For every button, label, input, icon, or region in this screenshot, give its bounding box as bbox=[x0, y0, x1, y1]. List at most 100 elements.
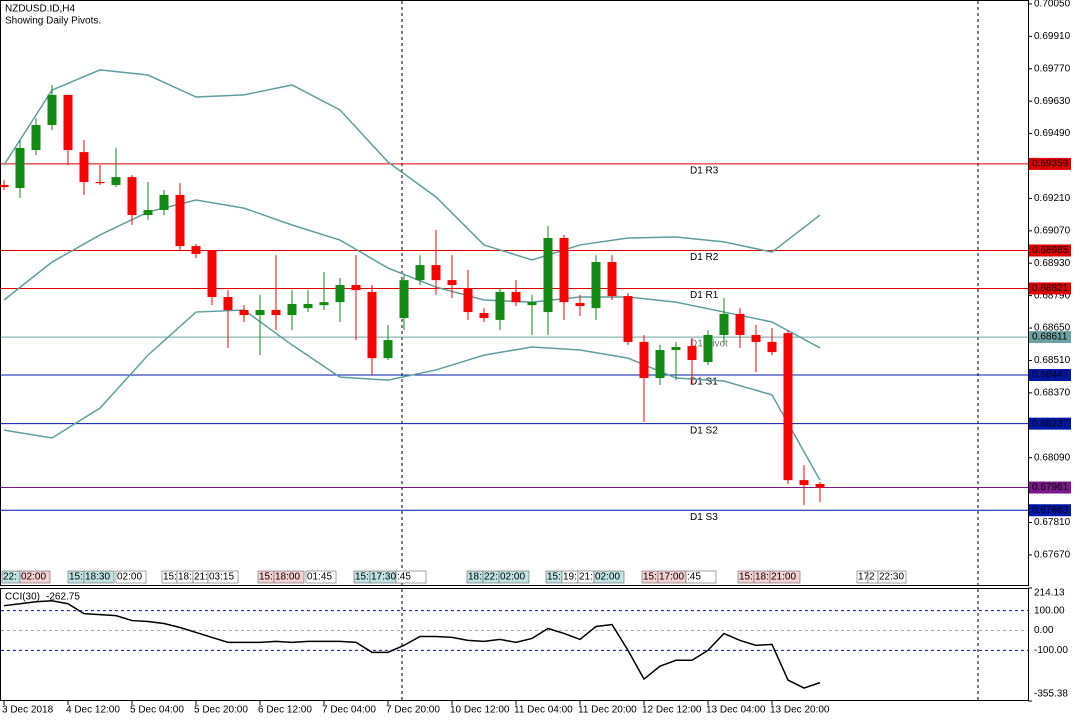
time-marker: 21: bbox=[579, 572, 593, 583]
candle-body bbox=[191, 246, 201, 254]
x-tick-label: 13 Dec 04:00 bbox=[706, 705, 766, 716]
candle-body bbox=[111, 177, 121, 185]
time-marker-box bbox=[498, 570, 530, 584]
candle-body bbox=[143, 209, 153, 216]
price-box-label: 0.68985 bbox=[1032, 245, 1069, 256]
time-marker: 01:45 bbox=[307, 572, 332, 583]
time-marker: 02:00 bbox=[117, 572, 142, 583]
y-tick-label: 0.69910 bbox=[1034, 31, 1071, 42]
price-box-label: 0.68611 bbox=[1032, 332, 1068, 343]
x-tick-label: 3 Dec 2018 bbox=[2, 705, 54, 716]
price-box bbox=[1029, 369, 1071, 382]
pivot-label: D1 S2 bbox=[690, 425, 718, 436]
candle-body bbox=[399, 280, 409, 319]
pivot-label: D1 S3 bbox=[690, 512, 718, 523]
time-marker: 21:00 bbox=[771, 572, 796, 583]
chart-title: NZDUSD.ID,H4 bbox=[5, 4, 75, 15]
candle-body bbox=[255, 309, 265, 316]
time-marker: 18:00 bbox=[275, 572, 300, 583]
time-marker: 17:00 bbox=[659, 572, 684, 583]
candle-body bbox=[687, 346, 697, 360]
bollinger-band bbox=[3, 199, 821, 349]
candle-body bbox=[767, 341, 777, 353]
cci-title: CCI(30) bbox=[5, 592, 40, 603]
candle-body bbox=[479, 312, 489, 319]
y-tick-label: 0.69210 bbox=[1034, 193, 1071, 204]
x-tick-label: 7 Dec 04:00 bbox=[322, 705, 376, 716]
time-marker-box bbox=[207, 570, 239, 584]
candle-body bbox=[239, 309, 249, 316]
candle-body bbox=[159, 194, 169, 210]
x-tick-label: 12 Dec 12:00 bbox=[642, 705, 702, 716]
time-marker: 18: bbox=[468, 572, 482, 583]
x-tick-label: 4 Dec 12:00 bbox=[66, 705, 120, 716]
time-marker: 2 bbox=[869, 572, 875, 583]
candle-body bbox=[575, 303, 585, 307]
time-marker: :45 bbox=[397, 572, 411, 583]
price-box-label: 0.67863 bbox=[1032, 505, 1069, 516]
price-box bbox=[1029, 481, 1071, 494]
candle-body bbox=[815, 484, 825, 488]
pivot-label: D1 R3 bbox=[690, 166, 719, 177]
time-marker: 15: bbox=[355, 572, 369, 583]
candle-body bbox=[751, 334, 761, 342]
time-marker: :45 bbox=[687, 572, 701, 583]
price-box bbox=[1029, 282, 1071, 295]
pivot-label: D1 R2 bbox=[690, 252, 719, 263]
time-marker: 18: bbox=[755, 572, 769, 583]
time-marker-box bbox=[877, 570, 907, 584]
price-box-label: 0.68237 bbox=[1032, 418, 1069, 429]
candle-body bbox=[495, 291, 505, 320]
y-tick-label: -355.38 bbox=[1034, 689, 1068, 700]
time-marker-box bbox=[19, 570, 51, 584]
candle-body bbox=[511, 291, 521, 303]
candle-body bbox=[79, 152, 89, 182]
x-tick-label: 10 Dec 12:00 bbox=[450, 705, 510, 716]
candle-body bbox=[335, 284, 345, 303]
candle-body bbox=[175, 194, 185, 247]
y-tick-label: 0.68790 bbox=[1034, 290, 1071, 301]
price-box bbox=[1029, 244, 1071, 257]
time-marker: 15: bbox=[259, 572, 273, 583]
candle-body bbox=[607, 262, 617, 297]
main-panel bbox=[0, 0, 1029, 586]
time-marker: 17 bbox=[858, 572, 870, 583]
time-marker-box bbox=[769, 570, 801, 584]
time-marker: 03:15 bbox=[209, 572, 234, 583]
bollinger-band bbox=[3, 69, 821, 261]
y-tick-label: 0.00 bbox=[1034, 625, 1054, 636]
time-marker-box bbox=[115, 570, 147, 584]
pivot-label: D1 R1 bbox=[690, 290, 719, 301]
price-box bbox=[1029, 157, 1071, 170]
bollinger-band bbox=[3, 309, 821, 481]
time-marker-box bbox=[305, 570, 337, 584]
price-box bbox=[1029, 417, 1071, 430]
y-tick-label: -100.00 bbox=[1034, 645, 1068, 656]
candle-body bbox=[271, 309, 281, 316]
candle-body bbox=[223, 297, 233, 310]
candle-body bbox=[655, 350, 665, 379]
time-marker: 15: bbox=[643, 572, 657, 583]
candle-body bbox=[415, 265, 425, 281]
y-tick-label: 0.68090 bbox=[1034, 452, 1071, 463]
candle-body bbox=[735, 313, 745, 335]
y-tick-label: 0.67810 bbox=[1034, 517, 1071, 528]
y-tick-label: 0.68510 bbox=[1034, 355, 1071, 366]
candle-body bbox=[543, 237, 553, 313]
y-tick-label: 0.68370 bbox=[1034, 387, 1071, 398]
candle-body bbox=[351, 284, 361, 291]
candle-body bbox=[623, 296, 633, 342]
candle-body bbox=[447, 280, 457, 285]
candle-body bbox=[0, 184, 9, 188]
x-tick-label: 7 Dec 20:00 bbox=[386, 705, 440, 716]
candle-body bbox=[95, 181, 105, 184]
candle-body bbox=[63, 94, 73, 151]
candle-body bbox=[719, 313, 729, 335]
candle-body bbox=[303, 303, 313, 309]
time-marker: 18: bbox=[178, 572, 192, 583]
y-tick-label: 0.69070 bbox=[1034, 225, 1071, 236]
candle-body bbox=[287, 303, 297, 316]
time-marker-box bbox=[83, 570, 115, 584]
price-box-label: 0.67961 bbox=[1032, 482, 1069, 493]
